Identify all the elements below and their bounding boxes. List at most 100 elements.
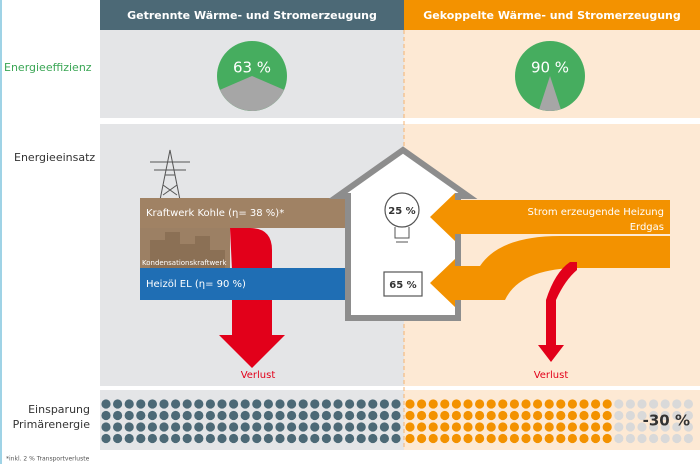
dot — [391, 411, 400, 420]
dot — [275, 399, 284, 408]
dot — [241, 422, 250, 431]
dot — [194, 422, 203, 431]
dot — [148, 399, 157, 408]
dot — [217, 422, 226, 431]
loss-label: Verlust — [241, 370, 276, 381]
dot — [591, 399, 600, 408]
dot — [649, 434, 658, 443]
dot — [405, 422, 414, 431]
dot — [452, 411, 461, 420]
dot — [521, 434, 530, 443]
dot — [287, 399, 296, 408]
dot — [684, 399, 693, 408]
dot — [568, 434, 577, 443]
dot — [452, 434, 461, 443]
dot — [322, 422, 331, 431]
dot — [463, 422, 472, 431]
dot — [217, 411, 226, 420]
dot — [684, 434, 693, 443]
dot — [264, 434, 273, 443]
dot — [521, 411, 530, 420]
dot — [159, 399, 168, 408]
dot — [345, 434, 354, 443]
dot — [101, 399, 110, 408]
dot — [322, 399, 331, 408]
dot — [113, 411, 122, 420]
dot — [333, 399, 342, 408]
footnote: *inkl. 2 % Transportverluste — [6, 456, 90, 463]
dot — [171, 434, 180, 443]
dot — [357, 422, 366, 431]
dot — [380, 399, 389, 408]
dot — [603, 434, 612, 443]
dot — [287, 422, 296, 431]
dot — [229, 434, 238, 443]
dot — [614, 434, 623, 443]
dot — [521, 399, 530, 408]
dot — [626, 422, 635, 431]
dot — [556, 434, 565, 443]
dot — [591, 411, 600, 420]
dot — [357, 411, 366, 420]
dot — [521, 422, 530, 431]
dot — [545, 399, 554, 408]
dot — [113, 399, 122, 408]
dot — [545, 411, 554, 420]
dot — [275, 434, 284, 443]
dot — [556, 399, 565, 408]
dot — [591, 422, 600, 431]
row-label: Einsparung — [28, 403, 90, 416]
dot — [194, 399, 203, 408]
dot — [475, 399, 484, 408]
pie-label: 90 % — [531, 59, 569, 77]
dot — [368, 399, 377, 408]
dot — [125, 434, 134, 443]
row-label: Energieeinsatz — [14, 151, 95, 164]
header-title: Getrennte Wärme- und Stromerzeugung — [127, 9, 377, 22]
dot — [322, 411, 331, 420]
dot — [498, 434, 507, 443]
dot — [649, 399, 658, 408]
dot — [264, 411, 273, 420]
dot — [357, 399, 366, 408]
dot — [440, 422, 449, 431]
row-label: Primärenergie — [13, 418, 91, 431]
dot — [241, 434, 250, 443]
dot — [417, 399, 426, 408]
infographic: Getrennte Wärme- und Stromerzeugung Geko… — [0, 0, 700, 464]
dot — [287, 411, 296, 420]
dot — [475, 422, 484, 431]
dot — [275, 411, 284, 420]
dot — [183, 399, 192, 408]
dot — [136, 434, 145, 443]
dot — [113, 422, 122, 431]
dot — [171, 411, 180, 420]
dot — [148, 411, 157, 420]
dot — [475, 411, 484, 420]
dot — [417, 434, 426, 443]
dot — [463, 399, 472, 408]
loss-label: Verlust — [534, 370, 569, 381]
dot — [429, 411, 438, 420]
dot — [391, 399, 400, 408]
dot — [299, 422, 308, 431]
dot — [380, 411, 389, 420]
dot — [333, 411, 342, 420]
dot — [440, 434, 449, 443]
dot — [322, 434, 331, 443]
dot — [463, 411, 472, 420]
dot — [603, 422, 612, 431]
dot — [579, 411, 588, 420]
dot — [487, 399, 496, 408]
dot — [299, 434, 308, 443]
dot — [148, 434, 157, 443]
dot — [252, 422, 261, 431]
dot — [556, 422, 565, 431]
plant-label: Kondensationskraftwerk — [142, 259, 227, 267]
dot — [417, 411, 426, 420]
dot — [241, 399, 250, 408]
dot — [661, 434, 670, 443]
dot — [183, 411, 192, 420]
dot — [405, 399, 414, 408]
dot — [125, 399, 134, 408]
